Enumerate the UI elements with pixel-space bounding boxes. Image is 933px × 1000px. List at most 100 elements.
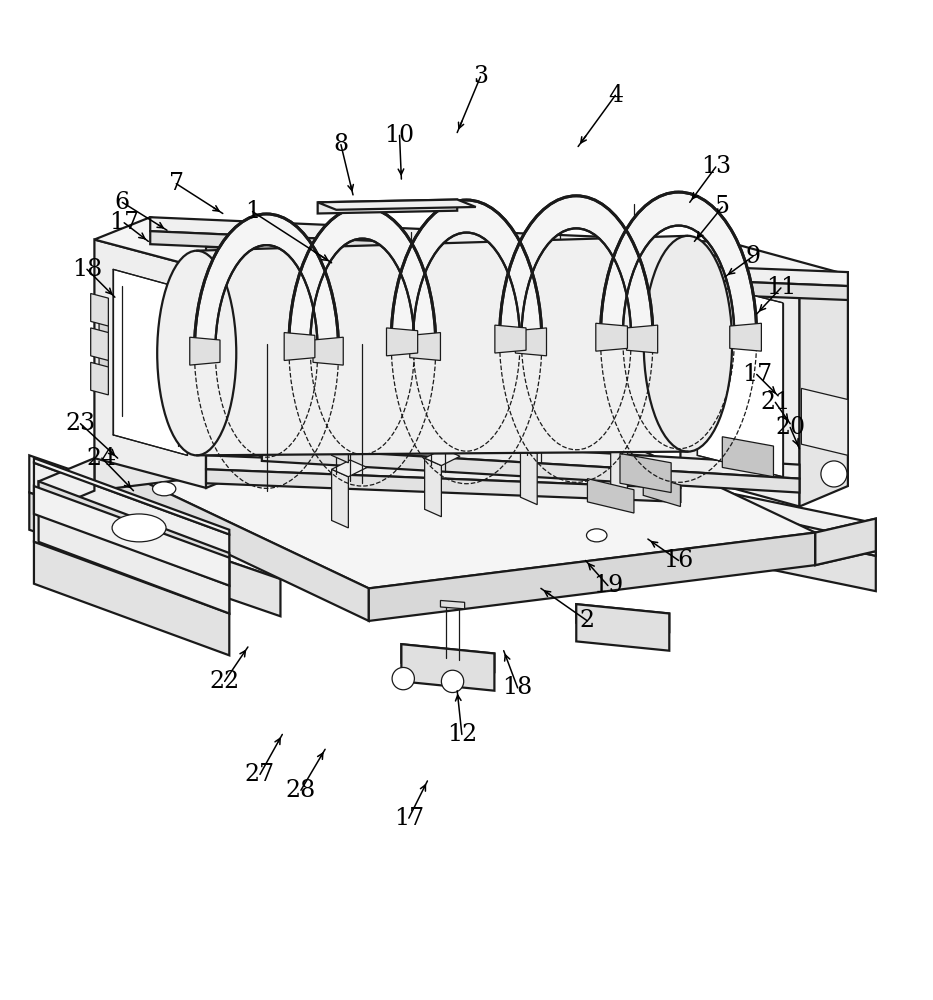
- Polygon shape: [94, 402, 541, 491]
- Text: 8: 8: [333, 133, 349, 156]
- Text: 18: 18: [72, 258, 102, 281]
- Polygon shape: [189, 337, 220, 365]
- Polygon shape: [331, 427, 348, 463]
- Text: 21: 21: [760, 391, 790, 414]
- Polygon shape: [99, 314, 108, 353]
- Text: 6: 6: [115, 191, 130, 214]
- Polygon shape: [391, 200, 542, 342]
- Polygon shape: [800, 275, 848, 507]
- Polygon shape: [331, 460, 367, 477]
- Text: 12: 12: [447, 723, 477, 746]
- Polygon shape: [815, 519, 876, 565]
- Text: 24: 24: [87, 447, 117, 470]
- Circle shape: [441, 670, 464, 693]
- Polygon shape: [611, 400, 627, 435]
- Ellipse shape: [157, 251, 236, 455]
- Polygon shape: [262, 433, 800, 479]
- Polygon shape: [626, 325, 658, 353]
- Polygon shape: [369, 533, 815, 621]
- Ellipse shape: [587, 529, 607, 542]
- Polygon shape: [317, 200, 476, 210]
- Polygon shape: [194, 214, 339, 351]
- Text: 7: 7: [169, 172, 184, 195]
- Polygon shape: [206, 261, 848, 300]
- Polygon shape: [680, 242, 848, 295]
- Text: 17: 17: [742, 363, 772, 386]
- Polygon shape: [94, 240, 206, 488]
- Polygon shape: [386, 328, 418, 356]
- Polygon shape: [680, 263, 800, 507]
- Text: 9: 9: [745, 245, 760, 268]
- Text: 18: 18: [503, 676, 533, 699]
- Text: 16: 16: [663, 549, 694, 572]
- Polygon shape: [601, 192, 757, 337]
- Polygon shape: [425, 418, 441, 453]
- Polygon shape: [94, 458, 369, 621]
- Polygon shape: [401, 644, 494, 691]
- Polygon shape: [401, 644, 494, 672]
- Polygon shape: [697, 281, 783, 477]
- Polygon shape: [722, 437, 773, 477]
- Polygon shape: [425, 458, 441, 517]
- Polygon shape: [596, 323, 627, 351]
- Text: 3: 3: [473, 65, 488, 88]
- Polygon shape: [94, 217, 262, 269]
- Polygon shape: [91, 293, 108, 326]
- Polygon shape: [652, 493, 876, 556]
- Polygon shape: [206, 455, 680, 488]
- Polygon shape: [289, 207, 436, 347]
- Polygon shape: [515, 328, 547, 356]
- Polygon shape: [34, 486, 230, 586]
- Polygon shape: [206, 247, 262, 488]
- Text: 23: 23: [65, 412, 95, 435]
- Polygon shape: [99, 356, 108, 390]
- Text: 22: 22: [210, 670, 240, 693]
- Polygon shape: [113, 269, 188, 455]
- Ellipse shape: [644, 236, 732, 452]
- Polygon shape: [643, 474, 680, 507]
- Polygon shape: [440, 600, 465, 609]
- Polygon shape: [150, 231, 729, 269]
- Polygon shape: [331, 469, 348, 528]
- Polygon shape: [285, 333, 314, 360]
- Polygon shape: [499, 196, 653, 339]
- Polygon shape: [94, 402, 815, 588]
- Polygon shape: [410, 333, 440, 360]
- Polygon shape: [815, 519, 876, 565]
- Polygon shape: [611, 436, 627, 494]
- Polygon shape: [521, 437, 556, 453]
- Polygon shape: [611, 427, 646, 443]
- Polygon shape: [317, 200, 457, 213]
- Text: 19: 19: [592, 574, 623, 597]
- Circle shape: [392, 667, 414, 690]
- Polygon shape: [521, 409, 537, 444]
- Polygon shape: [34, 458, 230, 534]
- Circle shape: [821, 461, 847, 487]
- Ellipse shape: [112, 514, 166, 542]
- Text: 27: 27: [245, 763, 275, 786]
- Text: 17: 17: [394, 807, 424, 830]
- Polygon shape: [588, 479, 634, 513]
- Polygon shape: [91, 362, 108, 395]
- Polygon shape: [730, 323, 761, 351]
- Polygon shape: [197, 236, 688, 455]
- Polygon shape: [727, 493, 876, 556]
- Polygon shape: [577, 604, 669, 632]
- Text: 5: 5: [715, 195, 730, 218]
- Polygon shape: [91, 328, 108, 360]
- Polygon shape: [29, 455, 281, 579]
- Polygon shape: [620, 453, 671, 493]
- Polygon shape: [801, 388, 848, 455]
- Polygon shape: [34, 542, 230, 655]
- Polygon shape: [425, 449, 460, 466]
- Polygon shape: [577, 604, 669, 651]
- Text: 4: 4: [607, 84, 623, 107]
- Polygon shape: [34, 463, 230, 613]
- Polygon shape: [727, 525, 876, 591]
- Text: 1: 1: [245, 200, 260, 223]
- Polygon shape: [494, 325, 526, 353]
- Text: 13: 13: [701, 155, 731, 178]
- Text: 28: 28: [285, 779, 316, 802]
- Text: 10: 10: [384, 124, 414, 147]
- Polygon shape: [313, 337, 343, 365]
